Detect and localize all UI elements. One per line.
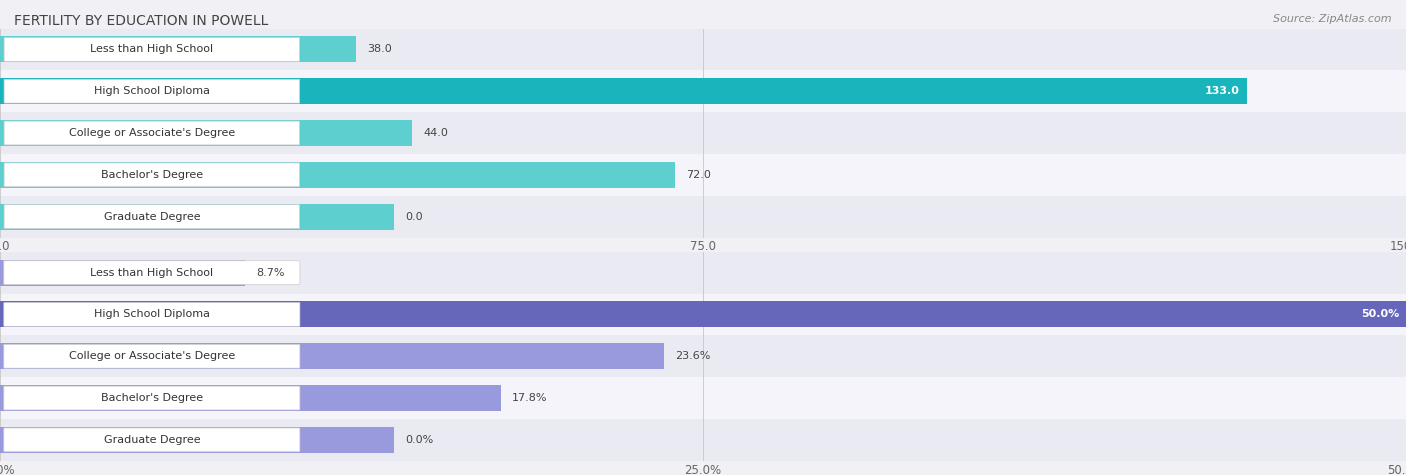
Text: High School Diploma: High School Diploma [94, 86, 209, 96]
FancyBboxPatch shape [4, 205, 299, 228]
FancyBboxPatch shape [4, 428, 299, 452]
Bar [0, 252, 1406, 294]
Text: Graduate Degree: Graduate Degree [104, 435, 200, 445]
Bar [0, 260, 245, 285]
Bar [0, 112, 1406, 154]
Text: Less than High School: Less than High School [90, 44, 214, 55]
Bar [0, 335, 1406, 377]
Bar [0, 70, 1406, 112]
Text: 0.0: 0.0 [405, 211, 423, 222]
Text: 38.0: 38.0 [367, 44, 392, 55]
Bar [0, 154, 1406, 196]
FancyBboxPatch shape [4, 38, 299, 61]
Bar [0, 28, 1406, 70]
Bar [0, 385, 501, 411]
Text: 17.8%: 17.8% [512, 393, 547, 403]
FancyBboxPatch shape [4, 386, 299, 410]
Bar [0, 162, 675, 188]
Bar [0, 419, 1406, 461]
Text: 133.0: 133.0 [1205, 86, 1240, 96]
Bar [0, 377, 1406, 419]
Bar [0, 37, 356, 62]
Text: 72.0: 72.0 [686, 170, 711, 180]
Bar [0, 120, 412, 146]
FancyBboxPatch shape [4, 303, 299, 326]
Text: Source: ZipAtlas.com: Source: ZipAtlas.com [1274, 14, 1392, 24]
Bar [0, 78, 1247, 104]
Text: Graduate Degree: Graduate Degree [104, 211, 200, 222]
Bar [0, 294, 1406, 335]
Bar [0, 427, 394, 453]
Text: 44.0: 44.0 [423, 128, 449, 138]
Text: Bachelor's Degree: Bachelor's Degree [101, 170, 202, 180]
FancyBboxPatch shape [4, 163, 299, 187]
Text: College or Associate's Degree: College or Associate's Degree [69, 128, 235, 138]
Text: 0.0%: 0.0% [405, 435, 433, 445]
Bar [0, 302, 1406, 327]
Text: Bachelor's Degree: Bachelor's Degree [101, 393, 202, 403]
Bar [0, 204, 394, 229]
FancyBboxPatch shape [4, 344, 299, 368]
Text: 8.7%: 8.7% [256, 267, 284, 278]
Text: Less than High School: Less than High School [90, 267, 214, 278]
FancyBboxPatch shape [4, 79, 299, 103]
FancyBboxPatch shape [4, 121, 299, 145]
Text: High School Diploma: High School Diploma [94, 309, 209, 320]
Bar [0, 343, 664, 369]
Text: FERTILITY BY EDUCATION IN POWELL: FERTILITY BY EDUCATION IN POWELL [14, 14, 269, 28]
Text: 23.6%: 23.6% [675, 351, 710, 361]
Text: 50.0%: 50.0% [1361, 309, 1399, 320]
Bar [0, 196, 1406, 238]
FancyBboxPatch shape [4, 261, 299, 285]
Text: College or Associate's Degree: College or Associate's Degree [69, 351, 235, 361]
